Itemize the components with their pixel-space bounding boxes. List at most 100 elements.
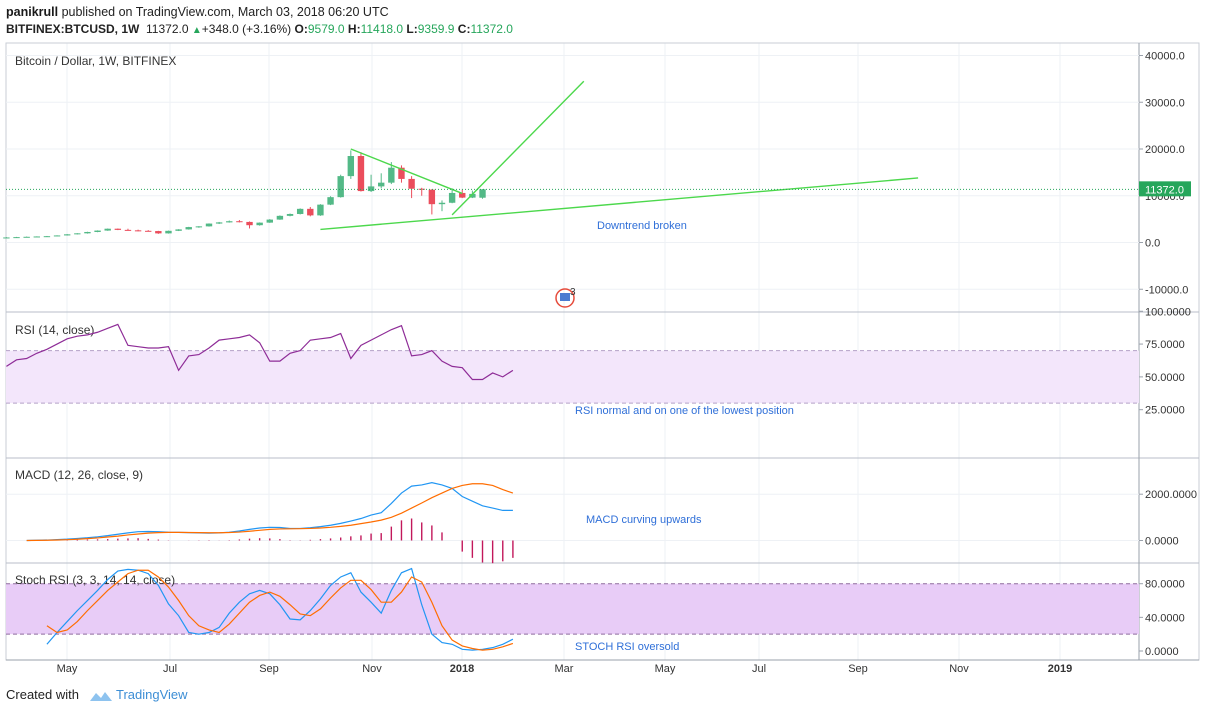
up-triangle-icon: ▲: [191, 25, 202, 36]
candle-body: [266, 219, 273, 223]
publish-info: published on TradingView.com, March 03, …: [61, 5, 389, 19]
open-value: 9579.0: [307, 22, 345, 36]
y-tick-label: 80.0000: [1145, 579, 1185, 591]
candle-body: [408, 178, 415, 189]
candle-body: [479, 189, 486, 198]
last-price-tag: [1139, 181, 1191, 197]
x-tick-label: Mar: [555, 663, 574, 675]
y-tick-label: 50.0000: [1145, 372, 1185, 384]
high-label: H:: [347, 22, 361, 36]
x-tick-label: Sep: [259, 663, 279, 675]
candle-body: [74, 233, 81, 235]
x-tick-label: Jul: [752, 663, 766, 675]
last-price: 11372.0: [146, 22, 189, 36]
y-tick-label: 20000.0: [1145, 144, 1185, 156]
rsi-band: [6, 350, 1139, 404]
y-tick-label: 0.0000: [1145, 536, 1179, 548]
annotation-stoch: STOCH RSI oversold: [575, 641, 679, 653]
symbol-line: BITFINEX:BTCUSD, 1W 11372.0 ▲+348.0 (+3.…: [6, 22, 513, 36]
annotation-downtrend: Downtrend broken: [597, 220, 687, 232]
candle-body: [195, 226, 203, 228]
author-name[interactable]: panikrull: [6, 5, 59, 19]
trendline: [451, 80, 585, 216]
stoch-line-d: [46, 569, 514, 651]
x-tick-label: May: [655, 663, 676, 675]
close-value: 11372.0: [470, 22, 513, 36]
footer: Created with TradingView: [6, 687, 188, 702]
stoch-line-k: [46, 567, 514, 651]
candle-body: [104, 228, 111, 231]
candle-body: [448, 192, 456, 203]
open-label: O:: [294, 22, 308, 36]
candle-body: [185, 227, 192, 230]
x-tick-label: Sep: [848, 663, 868, 675]
candle-body: [286, 213, 294, 216]
candle-body: [84, 231, 91, 234]
candle-body: [205, 223, 213, 227]
tradingview-link[interactable]: TradingView: [116, 687, 188, 702]
x-tick-label: Nov: [949, 663, 969, 675]
y-tick-label: -10000.0: [1145, 284, 1188, 296]
candle-body: [418, 188, 425, 190]
annotation-rsi: RSI normal and on one of the lowest posi…: [575, 405, 794, 417]
trendline: [320, 177, 919, 231]
x-tick-label: May: [57, 663, 78, 675]
stoch-band: [6, 583, 1139, 635]
low-label: L:: [406, 22, 418, 36]
candle-body: [134, 230, 142, 232]
annotation-macd: MACD curving upwards: [586, 514, 702, 526]
candle-body: [276, 215, 284, 220]
candle-body: [94, 230, 101, 232]
pane-title: Bitcoin / Dollar, 1W, BITFINEX: [15, 54, 176, 68]
candle-body: [226, 221, 233, 223]
candle-body: [438, 202, 446, 205]
candle-body: [145, 230, 152, 232]
pane-title: Stoch RSI (3, 3, 14, 14, close): [15, 573, 175, 587]
y-tick-label: 25.0000: [1145, 405, 1185, 417]
candle-body: [236, 221, 243, 223]
y-tick-label: 75.0000: [1145, 339, 1185, 351]
y-tick-label: 40.0000: [1145, 612, 1185, 624]
candle-body: [63, 234, 71, 236]
created-with-label: Created with: [6, 687, 79, 702]
candle-body: [428, 189, 436, 205]
event-icon: [555, 288, 575, 308]
low-value: 9359.9: [417, 22, 455, 36]
last-price-tag-text: 11372.0: [1145, 184, 1184, 196]
candle-body: [256, 222, 263, 226]
candle-body: [367, 186, 375, 192]
candle-body: [43, 236, 51, 238]
candle-body: [327, 197, 334, 205]
candle-body: [13, 237, 20, 239]
x-tick-label: Jul: [163, 663, 177, 675]
tradingview-logo-icon[interactable]: [89, 690, 113, 702]
symbol-label: BITFINEX:BTCUSD, 1W: [6, 22, 140, 36]
candle-body: [296, 208, 304, 214]
x-tick-label: 2019: [1048, 663, 1072, 675]
y-tick-label: 2000.0000: [1145, 489, 1197, 501]
y-tick-label: 0.0000: [1145, 646, 1179, 658]
candle-body: [317, 204, 324, 216]
macd-line-signal: [26, 483, 514, 542]
x-tick-label: 2018: [450, 663, 474, 675]
y-tick-label: 40000.0: [1145, 51, 1185, 63]
candle-body: [459, 192, 466, 198]
flag-icon: [560, 293, 570, 301]
candle-body: [23, 236, 30, 238]
event-count: 3: [570, 287, 576, 298]
x-tick-label: Nov: [362, 663, 382, 675]
candle-body: [337, 176, 344, 198]
candle-body: [215, 222, 223, 224]
publish-line: panikrull published on TradingView.com, …: [6, 5, 389, 19]
close-label: C:: [457, 22, 471, 36]
y-tick-label: 0.0: [1145, 238, 1160, 250]
candle-body: [378, 182, 385, 187]
candle-body: [357, 156, 365, 192]
trendline: [350, 148, 463, 195]
candle-body: [53, 235, 61, 237]
pane-title: MACD (12, 26, close, 9): [15, 468, 143, 482]
candle-body: [33, 236, 40, 238]
candle-body: [124, 229, 132, 231]
price-change: +348.0 (+3.16%): [201, 22, 292, 36]
